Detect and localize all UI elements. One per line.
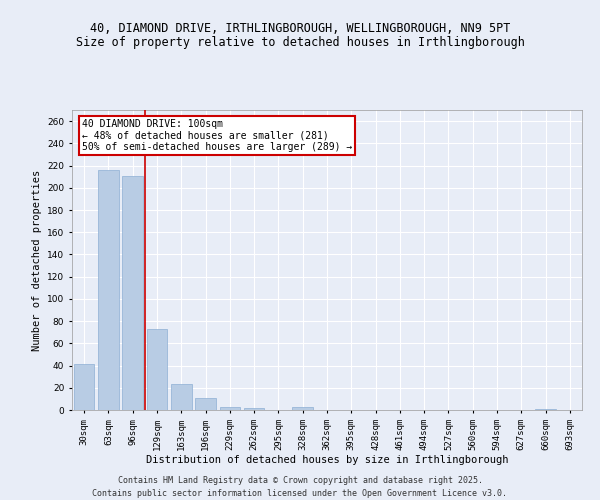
- Bar: [98, 170, 119, 410]
- Bar: [122, 176, 143, 410]
- Bar: [292, 406, 313, 410]
- Bar: [171, 384, 191, 410]
- Bar: [146, 329, 167, 410]
- Text: 40 DIAMOND DRIVE: 100sqm
← 48% of detached houses are smaller (281)
50% of semi-: 40 DIAMOND DRIVE: 100sqm ← 48% of detach…: [82, 119, 352, 152]
- Bar: [244, 408, 265, 410]
- Bar: [535, 409, 556, 410]
- Bar: [195, 398, 216, 410]
- Bar: [220, 406, 240, 410]
- Text: Size of property relative to detached houses in Irthlingborough: Size of property relative to detached ho…: [76, 36, 524, 49]
- Text: Contains HM Land Registry data © Crown copyright and database right 2025.
Contai: Contains HM Land Registry data © Crown c…: [92, 476, 508, 498]
- Y-axis label: Number of detached properties: Number of detached properties: [32, 170, 41, 350]
- Bar: [74, 364, 94, 410]
- Text: 40, DIAMOND DRIVE, IRTHLINGBOROUGH, WELLINGBOROUGH, NN9 5PT: 40, DIAMOND DRIVE, IRTHLINGBOROUGH, WELL…: [90, 22, 510, 36]
- X-axis label: Distribution of detached houses by size in Irthlingborough: Distribution of detached houses by size …: [146, 456, 508, 466]
